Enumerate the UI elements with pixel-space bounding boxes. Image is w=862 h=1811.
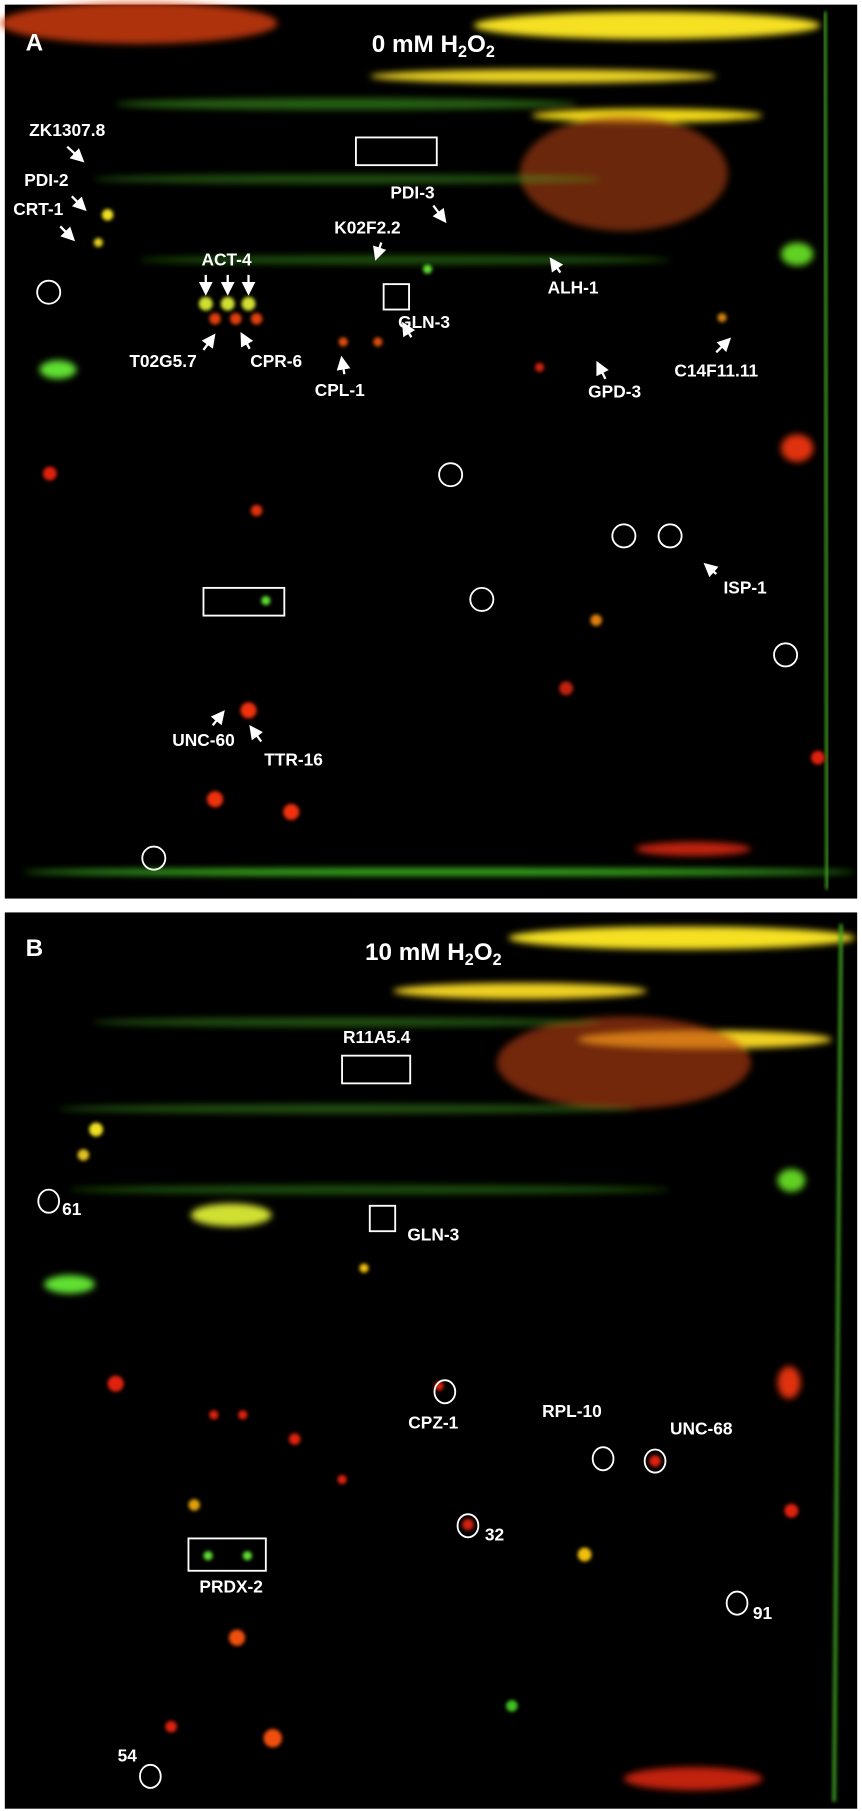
protein-label: CPR-6 bbox=[250, 351, 302, 371]
circle-marker bbox=[591, 1446, 615, 1472]
circle-marker bbox=[657, 523, 683, 549]
title-sub: 2 bbox=[465, 951, 474, 969]
circle-marker bbox=[469, 586, 495, 612]
circle-marker bbox=[725, 1590, 749, 1616]
protein-label: ACT-4 bbox=[202, 250, 252, 270]
protein-label: ALH-1 bbox=[548, 277, 599, 297]
annotations-a: A 0 mM H2O2 ZK1307.8 PDI-2 CRT-1 PDI-3 K… bbox=[13, 29, 799, 871]
protein-label: T02G5.7 bbox=[129, 351, 196, 371]
protein-label: ZK1307.8 bbox=[29, 120, 105, 140]
spot-number: 61 bbox=[62, 1199, 82, 1219]
gel-panel-a bbox=[0, 2, 858, 899]
panel-title: 0 mM H2O2 bbox=[372, 32, 495, 62]
spot-number: 32 bbox=[485, 1525, 504, 1545]
title-sub: 2 bbox=[486, 43, 495, 61]
box-marker bbox=[187, 1537, 267, 1572]
circle-marker bbox=[37, 1188, 61, 1214]
title-text: O bbox=[467, 32, 486, 59]
protein-label: PRDX-2 bbox=[199, 1577, 263, 1597]
circle-marker bbox=[433, 1379, 457, 1405]
arrows bbox=[59, 145, 732, 743]
spot-number: 91 bbox=[753, 1603, 773, 1623]
protein-label: UNC-68 bbox=[670, 1418, 733, 1438]
protein-label: R11A5.4 bbox=[343, 1027, 411, 1047]
spot-number: 54 bbox=[118, 1745, 138, 1765]
panel-letter: B bbox=[26, 935, 44, 962]
protein-label: CPL-1 bbox=[315, 380, 365, 400]
protein-label: C14F11.11 bbox=[674, 360, 758, 380]
protein-label: GLN-3 bbox=[398, 312, 450, 332]
circle-marker bbox=[456, 1513, 480, 1539]
circle-marker bbox=[643, 1448, 667, 1474]
box-marker bbox=[355, 136, 438, 167]
protein-label: K02F2.2 bbox=[334, 217, 400, 237]
title-sub: 2 bbox=[493, 951, 502, 969]
protein-label: UNC-60 bbox=[172, 730, 235, 750]
protein-label: GLN-3 bbox=[407, 1224, 459, 1244]
circle-marker bbox=[773, 642, 799, 668]
box-marker bbox=[341, 1054, 412, 1085]
protein-label: GPD-3 bbox=[588, 381, 641, 401]
box-marker bbox=[202, 586, 286, 617]
panel-letter: A bbox=[26, 29, 44, 56]
title-text: 0 mM H bbox=[372, 32, 458, 59]
circle-marker bbox=[438, 462, 464, 488]
title-text: O bbox=[474, 939, 493, 966]
gel-panel-b bbox=[4, 912, 858, 1809]
protein-label: RPL-10 bbox=[542, 1401, 602, 1421]
circle-marker bbox=[141, 845, 167, 871]
annotations-b: B 10 mM H2O2 R11A5.4 61 GLN-3 CPZ-1 RPL-… bbox=[26, 935, 773, 1789]
circle-marker bbox=[611, 523, 637, 549]
protein-label: CPZ-1 bbox=[408, 1413, 458, 1433]
panel-title: 10 mM H2O2 bbox=[365, 939, 502, 969]
title-text: 10 mM H bbox=[365, 939, 465, 966]
box-marker bbox=[368, 1204, 397, 1233]
title-sub: 2 bbox=[458, 43, 467, 61]
protein-label: CRT-1 bbox=[13, 199, 63, 219]
protein-label: ISP-1 bbox=[723, 578, 767, 598]
circle-marker bbox=[139, 1763, 162, 1789]
protein-label: TTR-16 bbox=[264, 750, 323, 770]
circle-marker bbox=[36, 279, 62, 305]
protein-label: PDI-2 bbox=[24, 170, 68, 190]
protein-label: PDI-3 bbox=[390, 183, 434, 203]
box-marker bbox=[382, 283, 410, 311]
